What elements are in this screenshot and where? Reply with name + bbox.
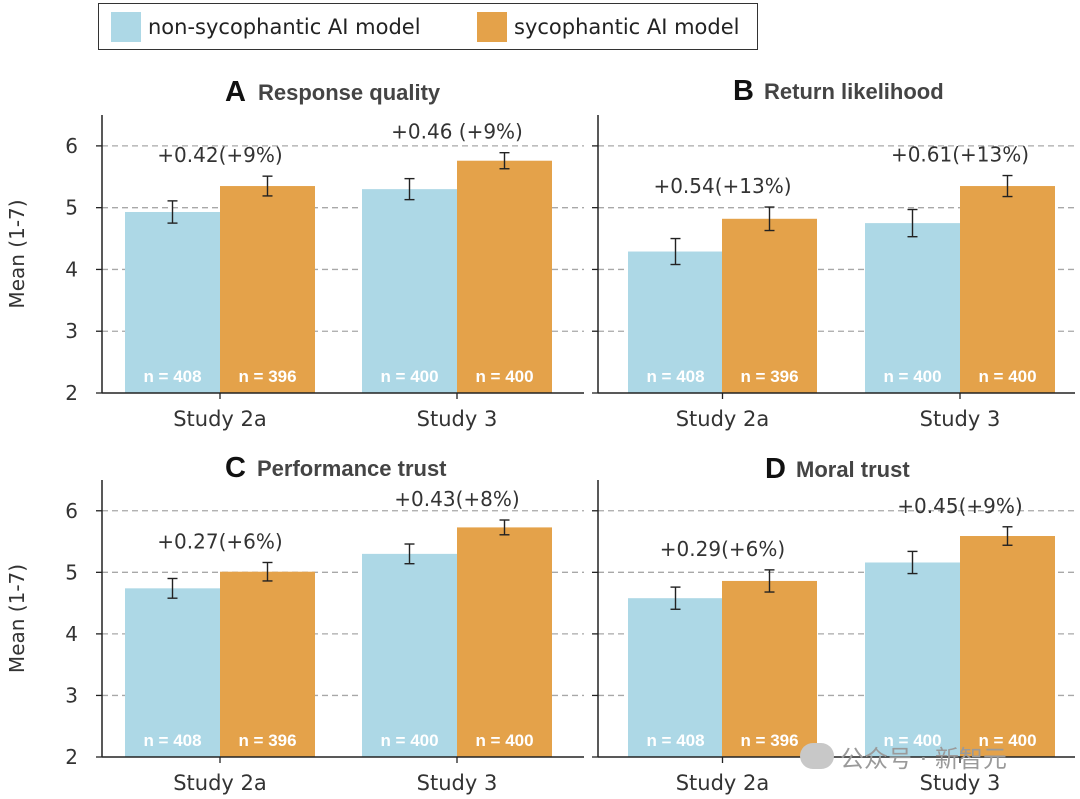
panel-title-d: Moral trust (796, 457, 910, 482)
x-tick-label-a-0: Study 2a (173, 407, 267, 431)
n-label-a-0-1: n = 396 (238, 367, 296, 386)
y-tick-label-c: 4 (65, 622, 78, 646)
n-label-c-0-1: n = 396 (238, 731, 296, 750)
x-tick-label-c-0: Study 2a (173, 771, 267, 795)
y-tick-label-c: 3 (65, 683, 78, 707)
n-label-b-0-1: n = 396 (740, 367, 798, 386)
legend-label-non-sycophantic: non-sycophantic AI model (148, 15, 421, 39)
difference-label-c-1: +0.43(+8%) (394, 487, 519, 511)
panel-letter-a: A (225, 76, 246, 108)
n-label-d-0-1: n = 396 (740, 731, 798, 750)
n-label-a-1-1: n = 400 (475, 367, 533, 386)
n-label-d-1-1: n = 400 (978, 731, 1036, 750)
difference-label-d-1: +0.45(+9%) (897, 494, 1022, 518)
watermark-text: 公众号 · 新智元 (840, 744, 1007, 773)
panel-letter-b: B (733, 75, 754, 107)
bar-b-1-0 (865, 223, 960, 393)
y-tick-label-a: 5 (65, 196, 78, 220)
x-tick-label-d-1: Study 3 (920, 771, 1001, 795)
bar-b-0-0 (628, 251, 723, 393)
y-tick-label-a: 3 (65, 319, 78, 343)
n-label-d-0-0: n = 408 (646, 731, 704, 750)
n-label-b-0-0: n = 408 (646, 367, 704, 386)
panel-letter-c: C (225, 452, 246, 484)
y-axis-label-a: Mean (1-7) (5, 199, 29, 308)
difference-label-d-0: +0.29(+6%) (660, 537, 785, 561)
legend-swatch-non-sycophantic (111, 12, 141, 42)
bar-a-1-0 (362, 189, 457, 393)
bar-d-1-1 (960, 536, 1055, 757)
difference-label-a-1: +0.46 (+9%) (391, 120, 523, 144)
n-label-c-0-0: n = 408 (143, 731, 201, 750)
x-tick-label-b-1: Study 3 (920, 407, 1001, 431)
bar-c-0-0 (125, 588, 220, 757)
y-tick-label-a: 2 (65, 381, 78, 405)
bar-a-1-1 (457, 160, 552, 393)
panel-letter-d: D (765, 453, 786, 485)
y-tick-label-c: 5 (65, 560, 78, 584)
y-tick-label-c: 2 (65, 745, 78, 769)
n-label-b-1-0: n = 400 (883, 367, 941, 386)
x-tick-label-a-1: Study 3 (417, 407, 498, 431)
legend-item-sycophantic: sycophantic AI model (477, 12, 740, 42)
y-axis-label-c: Mean (1-7) (5, 564, 29, 673)
difference-label-b-0: +0.54(+13%) (653, 174, 791, 198)
x-tick-label-c-1: Study 3 (417, 771, 498, 795)
bar-d-0-0 (628, 598, 723, 757)
watermark: 公众号 · 新智元 (800, 738, 1007, 774)
n-label-a-1-0: n = 400 (380, 367, 438, 386)
wechat-icon (800, 743, 834, 769)
bar-c-1-1 (457, 527, 552, 757)
y-tick-label-a: 6 (65, 134, 78, 158)
legend-swatch-sycophantic (477, 12, 507, 42)
bar-d-0-1 (722, 580, 817, 757)
panel-title-c: Performance trust (257, 456, 447, 481)
panel-title-a: Response quality (258, 80, 441, 105)
x-tick-label-d-0: Study 2a (676, 771, 770, 795)
bar-c-1-0 (362, 553, 457, 757)
n-label-d-1-0: n = 400 (883, 731, 941, 750)
bar-d-1-0 (865, 562, 960, 757)
x-tick-label-b-0: Study 2a (676, 407, 770, 431)
bar-a-0-0 (125, 211, 220, 393)
bar-b-1-1 (960, 186, 1055, 393)
n-label-a-0-0: n = 408 (143, 367, 201, 386)
n-label-b-1-1: n = 400 (978, 367, 1036, 386)
legend-item-non-sycophantic: non-sycophantic AI model (111, 12, 421, 42)
bar-b-0-1 (722, 218, 817, 393)
difference-label-c-0: +0.27(+6%) (157, 529, 282, 553)
y-tick-label-c: 6 (65, 499, 78, 523)
bar-a-0-1 (220, 186, 315, 393)
difference-label-b-1: +0.61(+13%) (891, 143, 1029, 167)
y-tick-label-a: 4 (65, 257, 78, 281)
bar-c-0-1 (220, 571, 315, 757)
panel-title-b: Return likelihood (764, 79, 944, 104)
legend-label-sycophantic: sycophantic AI model (514, 15, 740, 39)
n-label-c-1-0: n = 400 (380, 731, 438, 750)
difference-label-a-0: +0.42(+9%) (157, 143, 282, 167)
legend: non-sycophantic AI model sycophantic AI … (98, 3, 758, 50)
n-label-c-1-1: n = 400 (475, 731, 533, 750)
